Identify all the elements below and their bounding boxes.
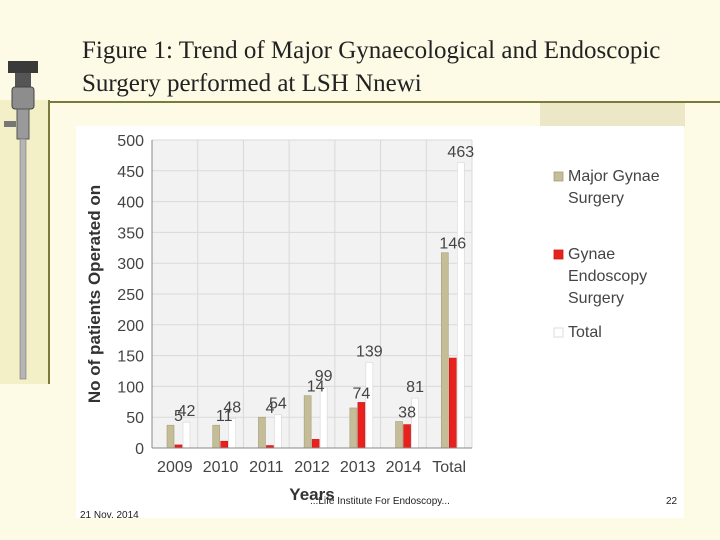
x-tick-label: 2014 (386, 459, 422, 476)
page-number: 22 (666, 496, 678, 507)
bar (357, 402, 366, 449)
bar (311, 439, 320, 449)
y-axis-title: No of patients Operated on (85, 185, 104, 403)
bar (403, 424, 411, 449)
legend-swatch (553, 249, 564, 260)
data-label: 38 (398, 405, 416, 422)
y-tick-label: 200 (117, 318, 144, 335)
bar (220, 440, 229, 449)
y-tick-label: 350 (117, 225, 144, 242)
x-axis-title: Years (289, 485, 334, 504)
data-label: 14 (307, 379, 325, 396)
data-label: 48 (223, 399, 241, 416)
x-tick-label: 2010 (203, 459, 239, 476)
y-tick-label: 300 (117, 256, 144, 273)
bar (166, 424, 175, 449)
legend-label: Total (568, 324, 602, 341)
data-label: 74 (352, 385, 370, 402)
y-tick-label: 50 (126, 410, 144, 427)
y-tick-label: 500 (117, 133, 144, 150)
bar (274, 414, 282, 449)
bar-chart: 0501001502002503003504004505005422009114… (85, 133, 660, 504)
endoscope-icon (4, 61, 38, 380)
y-tick-label: 400 (117, 195, 144, 212)
bar (212, 424, 221, 449)
legend-swatch (553, 327, 564, 338)
data-label: 5 (174, 408, 183, 425)
bar (303, 395, 312, 449)
y-tick-label: 100 (117, 379, 144, 396)
y-tick-label: 250 (117, 287, 144, 304)
legend-label: Gynae (568, 246, 615, 263)
footer-center-text: ...Life Institute For Endoscopy... (310, 496, 450, 507)
x-tick-label: 2009 (157, 459, 193, 476)
bar (448, 357, 457, 449)
bar (440, 252, 449, 449)
figure-title: Figure 1: Trend of Major Gynaecological … (82, 37, 661, 97)
data-label: 42 (178, 403, 196, 420)
y-tick-label: 0 (135, 441, 144, 458)
data-label: 146 (439, 236, 466, 253)
bar (395, 421, 403, 449)
y-tick-label: 450 (117, 164, 144, 181)
data-label: 11 (216, 408, 233, 425)
data-label: 54 (269, 396, 287, 413)
data-label: 4 (265, 400, 274, 417)
data-label: 99 (315, 368, 333, 385)
chart-panel: 0 50 100 150 200 250 300 350 400 450 500 5 42 2009 11 4… (76, 126, 684, 518)
data-label: 139 (356, 343, 383, 360)
bar (456, 162, 465, 449)
bar (182, 421, 191, 449)
bar (365, 362, 374, 449)
legend-label: Surgery (568, 190, 624, 207)
x-tick-label: 2011 (249, 459, 284, 476)
title-divider (48, 101, 720, 103)
legend-swatch (553, 171, 564, 182)
footer-date: 21 Nov. 2014 (80, 510, 139, 521)
x-tick-label: Total (432, 459, 466, 476)
decorative-header-box (540, 103, 685, 127)
x-tick-label: 2012 (294, 459, 330, 476)
bar (319, 386, 328, 449)
bar (258, 416, 266, 449)
x-tick-label: 2013 (340, 459, 376, 476)
legend-label: Major Gynae (568, 168, 660, 185)
y-tick-label: 150 (117, 349, 144, 366)
data-label: 463 (447, 144, 474, 161)
bar (349, 407, 358, 449)
legend-label: Endoscopy (568, 268, 647, 285)
data-label: 81 (406, 379, 424, 396)
legend-label: Surgery (568, 290, 624, 307)
